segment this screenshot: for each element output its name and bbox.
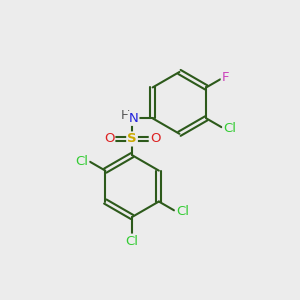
Text: Cl: Cl [75, 155, 88, 168]
Text: O: O [104, 133, 114, 146]
Text: O: O [150, 133, 160, 146]
Text: F: F [222, 71, 229, 84]
Text: N: N [129, 112, 138, 125]
Text: S: S [127, 133, 137, 146]
Text: H: H [121, 109, 130, 122]
Text: Cl: Cl [126, 235, 139, 248]
Text: Cl: Cl [223, 122, 236, 135]
Text: Cl: Cl [176, 205, 189, 218]
